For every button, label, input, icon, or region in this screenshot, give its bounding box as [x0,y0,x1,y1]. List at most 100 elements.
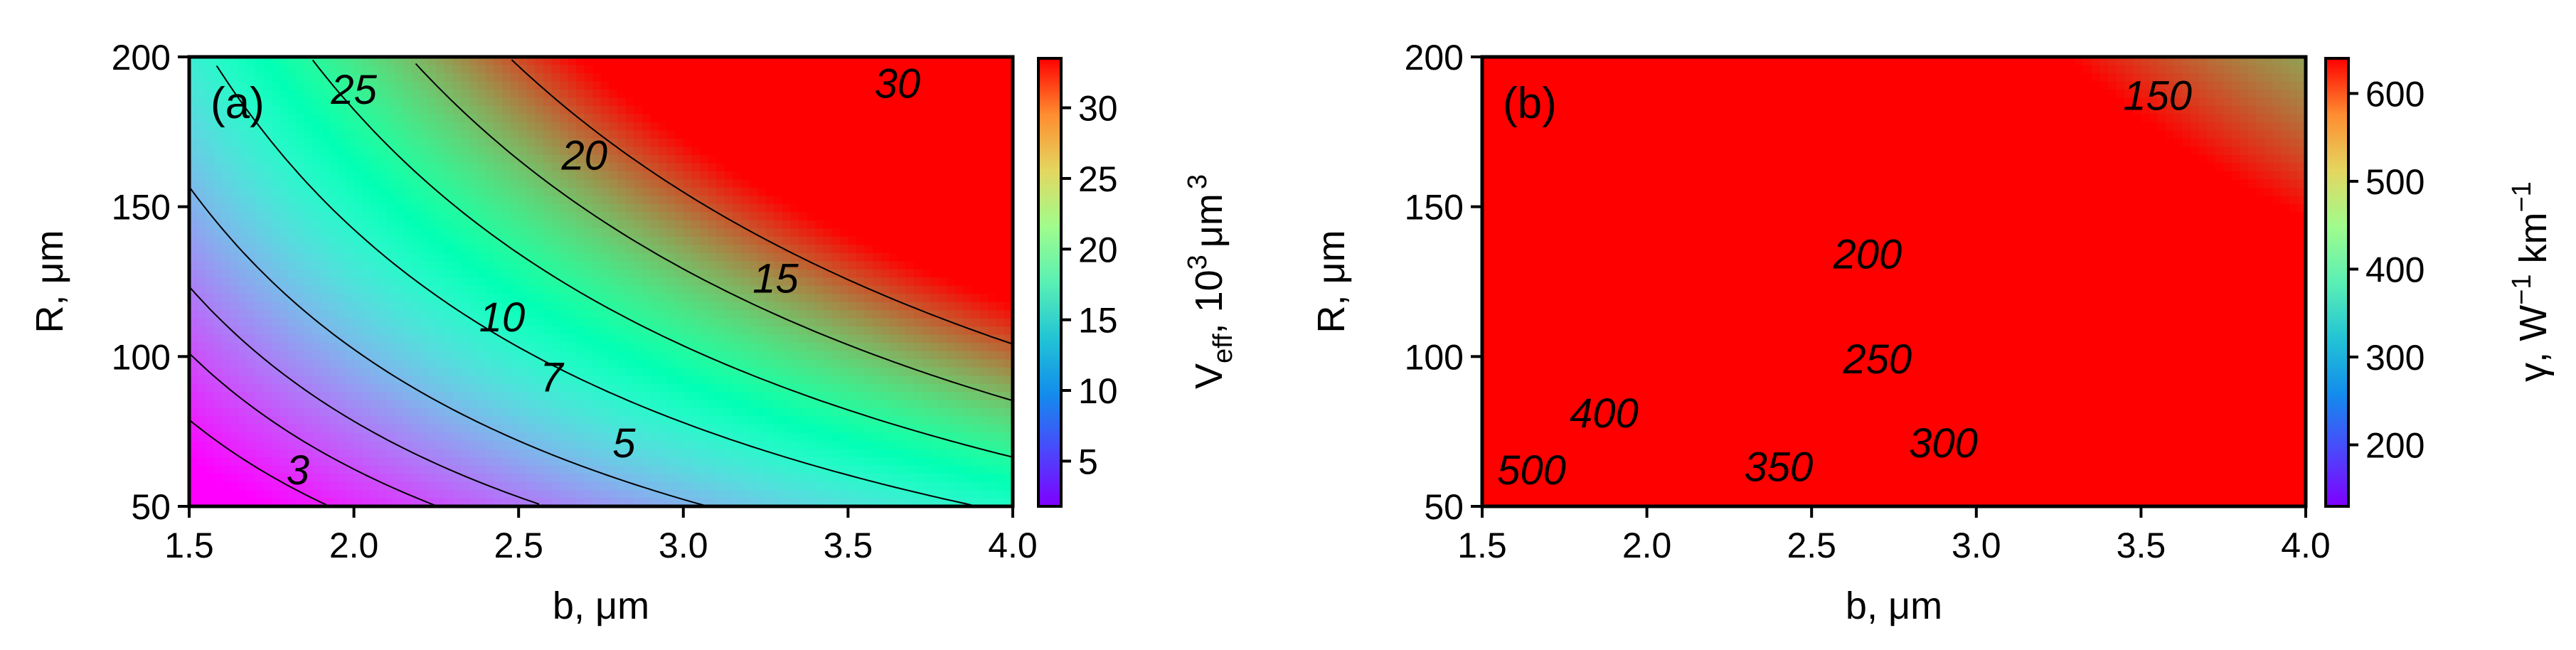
heatmap-a [189,57,1013,507]
heatmap-cell [452,449,462,458]
heatmap-cell [708,383,717,393]
heatmap-cell [905,432,915,442]
heatmap-cell [353,343,363,352]
heatmap-cell [287,343,297,352]
heatmap-cell [634,138,643,148]
heatmap-cell [444,392,454,401]
heatmap-cell [560,114,569,123]
heatmap-cell [287,138,297,148]
heatmap-cell [856,114,866,123]
heatmap-cell [296,245,305,254]
heatmap-cell [362,432,371,442]
heatmap-cell [765,334,775,343]
heatmap-cell [782,490,792,499]
heatmap-cell [782,203,792,213]
heatmap-cell [782,416,792,425]
heatmap-cell [568,302,578,311]
heatmap-cell [889,367,898,376]
heatmap-cell [197,220,206,230]
heatmap-cell [469,105,479,115]
heatmap-cell [798,228,808,238]
heatmap-cell [436,73,445,82]
heatmap-cell [584,351,594,360]
heatmap-cell [774,302,783,311]
heatmap-cell [189,245,198,254]
heatmap-cell [238,212,248,221]
heatmap-cell [568,465,578,474]
heatmap-cell [518,196,528,205]
heatmap-cell [370,179,380,188]
heatmap-cell [494,416,503,425]
heatmap-cell [502,154,511,164]
heatmap-cell [280,441,289,450]
heatmap-cell [592,408,602,417]
heatmap-cell [839,203,849,213]
heatmap-cell [526,367,536,376]
heatmap-cell [378,122,388,132]
heatmap-cell [782,130,792,139]
heatmap-cell [782,171,792,181]
heatmap-cell [609,269,618,279]
heatmap-cell [543,163,553,172]
heatmap-cell [659,196,668,205]
heatmap-cell [889,474,898,483]
heatmap-cell [287,130,297,139]
heatmap-cell [255,432,265,442]
heatmap-cell [461,171,470,181]
heatmap-cell [914,416,923,425]
heatmap-cell [601,196,610,205]
heatmap-cell [444,228,454,238]
heatmap-cell [634,203,643,213]
heatmap-cell [601,432,610,442]
heatmap-cell [905,154,915,164]
heatmap-cell [535,105,544,115]
heatmap-cell [378,236,388,246]
heatmap-cell [798,481,808,491]
heatmap-cell [494,154,503,164]
heatmap-cell [576,416,585,425]
heatmap-cell [922,425,931,434]
heatmap-cell [839,65,849,74]
heatmap-cell [922,392,931,401]
heatmap-cell [444,326,454,336]
heatmap-cell [815,408,824,417]
heatmap-cell [848,392,857,401]
heatmap-cell [733,97,742,107]
heatmap-cell [255,228,265,238]
heatmap-cell [189,326,198,336]
heatmap-cell [329,146,339,156]
heatmap-cell [535,163,544,172]
heatmap-cell [584,392,594,401]
heatmap-cell [420,89,429,99]
heatmap-cell [280,457,289,467]
heatmap-cell [634,359,643,368]
heatmap-cell [634,245,643,254]
heatmap-cell [452,432,462,442]
heatmap-cell [543,228,553,238]
heatmap-cell [848,212,857,221]
heatmap-cell [494,89,503,99]
heatmap-cell [494,359,503,368]
heatmap-cell [642,383,651,393]
heatmap-cell [436,171,445,181]
heatmap-cell [386,318,396,327]
heatmap-cell [873,334,882,343]
heatmap-cell [420,481,429,491]
heatmap-cell [337,81,346,90]
heatmap-cell [206,179,215,188]
heatmap-cell [329,212,339,221]
heatmap-cell [584,89,594,99]
heatmap-cell [930,302,940,311]
heatmap-cell [716,252,725,262]
heatmap-cell [346,490,355,499]
heatmap-cell [346,359,355,368]
heatmap-cell [535,285,544,295]
heatmap-cell [584,425,594,434]
heatmap-cell [659,392,668,401]
heatmap-cell [502,114,511,123]
heatmap-cell [592,457,602,467]
heatmap-cell [724,392,734,401]
heatmap-cell [740,310,750,319]
heatmap-cell [395,212,404,221]
heatmap-cell [477,343,486,352]
